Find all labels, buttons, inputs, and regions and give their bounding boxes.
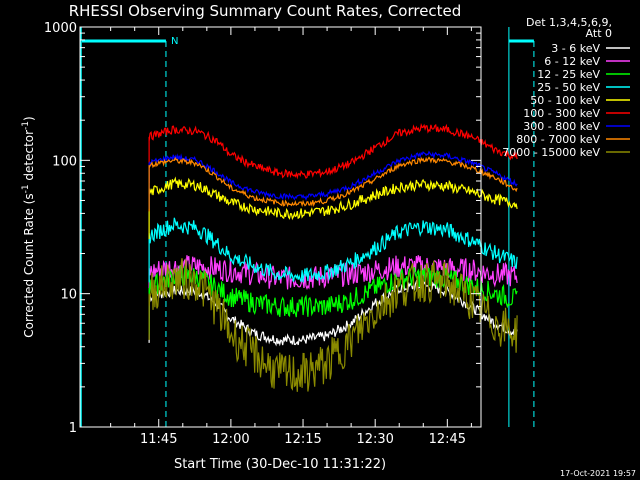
y-tick-label: 1000	[44, 21, 77, 36]
legend-header-line: Det 1,3,4,5,6,9,	[526, 16, 612, 29]
legend-entry-label: 50 - 100 keV	[530, 94, 600, 107]
legend-entry-label: 6 - 12 keV	[544, 55, 600, 68]
y-tick-label: 100	[52, 154, 77, 169]
legend-entry-label: 800 - 7000 keV	[516, 133, 600, 146]
x-tick-label: 12:30	[356, 432, 393, 447]
legend-entry-label: 3 - 6 keV	[551, 42, 600, 55]
legend-entry-label: 7000 - 15000 keV	[502, 146, 600, 159]
y-axis-label-main: Corrected Count Rate (s	[22, 193, 36, 337]
legend-entry-label: 25 - 50 keV	[537, 81, 600, 94]
series-line-7	[148, 156, 518, 208]
series-line-3	[148, 217, 518, 283]
y-axis-label: Corrected Count Rate (s-1 detector-1)	[21, 116, 36, 337]
series-line-6	[148, 150, 518, 202]
y-axis-label-sup1: -1	[21, 184, 31, 193]
series-lines	[148, 123, 518, 392]
y-tick-label: 10	[60, 288, 77, 303]
y-axis-ticks: 1 10 100 1000	[44, 21, 481, 436]
y-axis-label-end: )	[22, 116, 36, 121]
series-line-5	[148, 123, 518, 180]
x-tick-label: 11:45	[140, 432, 177, 447]
x-tick-label: 12:15	[284, 432, 321, 447]
y-axis-label-mid: detector	[22, 130, 36, 185]
series-line-8	[148, 258, 518, 392]
footer-timestamp: 17-Oct-2021 19:57	[560, 469, 636, 478]
night-marker-label: N	[171, 36, 178, 47]
legend-entry-label: 100 - 300 keV	[523, 107, 600, 120]
series-line-4	[148, 176, 518, 221]
x-axis-label: Start Time (30-Dec-10 11:31:22)	[174, 457, 386, 472]
x-axis-ticks: 11:45 12:00 12:15 12:30 12:45	[110, 27, 472, 447]
y-axis-label-sup2: -1	[21, 121, 31, 130]
x-tick-label: 12:00	[212, 432, 249, 447]
x-tick-label: 12:45	[429, 432, 466, 447]
legend-entry-label: 12 - 25 keV	[537, 68, 600, 81]
plot-frame	[79, 26, 482, 428]
y-tick-label: 1	[69, 421, 77, 436]
series-line-2	[148, 264, 518, 318]
legend-header-line: Att 0	[586, 27, 612, 40]
chart-title: RHESSI Observing Summary Count Rates, Co…	[69, 2, 462, 20]
legend-entry-label: 300 - 800 keV	[523, 120, 600, 133]
